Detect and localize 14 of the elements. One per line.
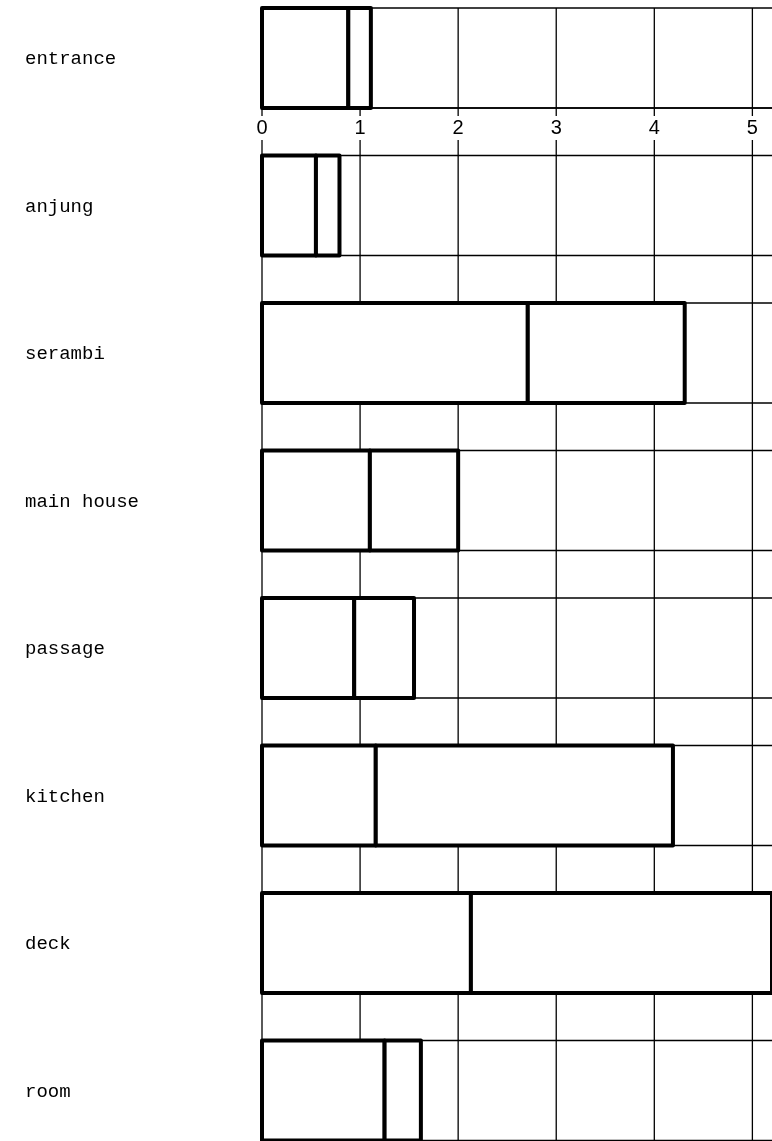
y-tick-label: passage [25, 638, 105, 660]
y-tick-label: deck [25, 933, 71, 955]
x-tick-label: 3 [550, 116, 562, 138]
x-tick-label: 0 [256, 116, 268, 138]
y-tick-label: serambi [25, 343, 105, 365]
x-tick-label: 2 [452, 116, 464, 138]
y-tick-label: kitchen [25, 785, 105, 808]
y-tick-label: room [25, 1080, 71, 1103]
y-tick-label: main house [25, 490, 140, 513]
x-tick-label: 4 [648, 116, 660, 138]
x-tick-label: 1 [354, 116, 366, 138]
y-tick-label: entrance [25, 48, 117, 70]
x-tick-label: 5 [746, 116, 758, 138]
y-tick-label: anjung [25, 195, 94, 218]
